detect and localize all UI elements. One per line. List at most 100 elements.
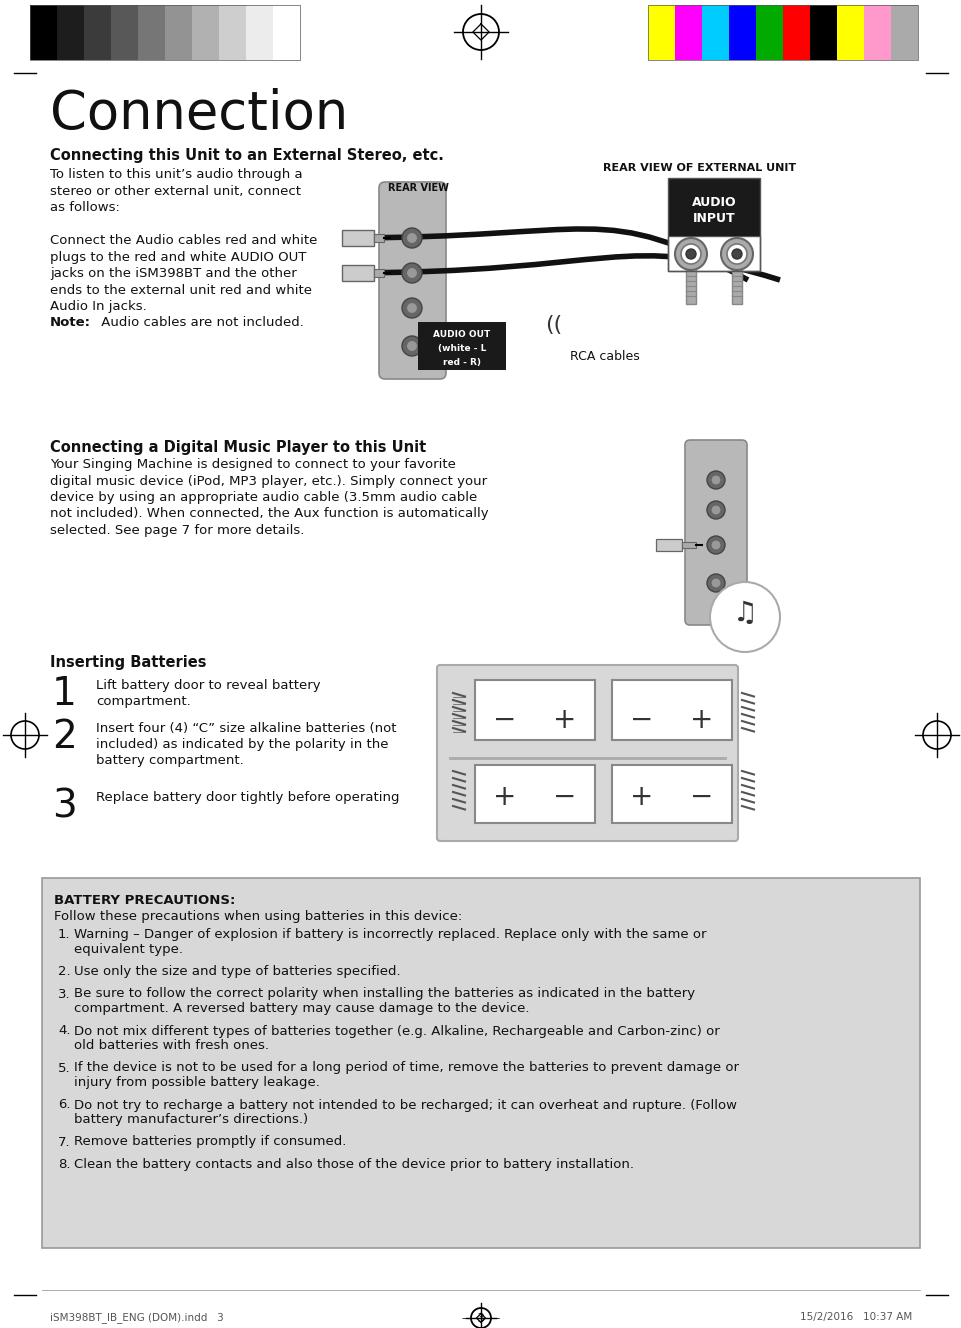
Text: +: + [493, 784, 516, 811]
Text: 2.: 2. [58, 965, 70, 977]
Bar [57, 5, 84, 60]
Circle shape [407, 267, 417, 279]
Text: Follow these precautions when using batteries in this device:: Follow these precautions when using batt… [54, 910, 462, 923]
Text: +: + [629, 784, 653, 811]
Text: Connecting this Unit to an External Stereo, etc.: Connecting this Unit to an External Ster… [50, 147, 443, 163]
Bar [475, 680, 595, 740]
Bar [675, 5, 702, 60]
Text: Insert four (4) “C” size alkaline batteries (not: Insert four (4) “C” size alkaline batter… [96, 722, 396, 734]
Text: To listen to this unit’s audio through a: To listen to this unit’s audio through a [50, 169, 303, 181]
Text: 8.: 8. [58, 1158, 70, 1171]
Bar [755, 5, 782, 60]
Text: Clean the battery contacts and also those of the device prior to battery install: Clean the battery contacts and also thos… [74, 1158, 633, 1171]
Bar [731, 264, 741, 304]
Text: Do not try to recharge a battery not intended to be recharged; it can overheat a: Do not try to recharge a battery not int… [74, 1098, 736, 1112]
Bar [84, 5, 111, 60]
Text: old batteries with fresh ones.: old batteries with fresh ones. [74, 1038, 269, 1052]
Text: Audio cables are not included.: Audio cables are not included. [97, 316, 304, 329]
Circle shape [709, 582, 779, 652]
Text: 6.: 6. [58, 1098, 70, 1112]
Text: red - R): red - R) [442, 359, 480, 367]
Text: as follows:: as follows: [50, 201, 120, 214]
Bar [273, 5, 300, 60]
Bar [30, 5, 300, 60]
Bar [342, 266, 374, 282]
Bar [681, 542, 695, 548]
Text: device by using an appropriate audio cable (3.5mm audio cable: device by using an appropriate audio cab… [50, 491, 477, 505]
Text: ((: (( [545, 315, 561, 335]
Bar [475, 765, 595, 823]
Text: Note:: Note: [50, 316, 91, 329]
Bar [728, 5, 755, 60]
Text: injury from possible battery leakage.: injury from possible battery leakage. [74, 1076, 320, 1089]
Text: +: + [553, 706, 576, 734]
Bar [42, 878, 919, 1248]
Circle shape [706, 471, 725, 489]
Circle shape [727, 244, 747, 264]
Text: If the device is not to be used for a long period of time, remove the batteries : If the device is not to be used for a lo… [74, 1061, 738, 1074]
Circle shape [731, 250, 741, 259]
Bar [648, 5, 675, 60]
Text: stereo or other external unit, connect: stereo or other external unit, connect [50, 185, 301, 198]
Text: included) as indicated by the polarity in the: included) as indicated by the polarity i… [96, 738, 388, 752]
Text: INPUT: INPUT [692, 212, 734, 224]
Text: 1.: 1. [58, 928, 70, 942]
Bar [685, 264, 695, 304]
Circle shape [680, 244, 701, 264]
Text: AUDIO: AUDIO [691, 197, 735, 208]
Circle shape [706, 574, 725, 592]
Text: (white - L: (white - L [437, 344, 485, 353]
Circle shape [710, 578, 720, 588]
Bar [667, 178, 759, 236]
Text: 1: 1 [52, 675, 77, 713]
Circle shape [706, 537, 725, 554]
Text: −: − [493, 706, 516, 734]
Bar [702, 5, 728, 60]
Circle shape [710, 505, 720, 515]
Text: 2: 2 [52, 718, 77, 756]
Circle shape [402, 297, 422, 317]
Bar [30, 5, 57, 60]
Bar [111, 5, 137, 60]
Text: 3: 3 [52, 788, 77, 825]
Circle shape [402, 228, 422, 248]
Bar [611, 765, 731, 823]
Text: −: − [629, 706, 653, 734]
Bar [219, 5, 246, 60]
Text: jacks on the iSM398BT and the other: jacks on the iSM398BT and the other [50, 267, 296, 280]
Bar [836, 5, 863, 60]
Text: 3.: 3. [58, 988, 70, 1000]
Text: Connecting a Digital Music Player to this Unit: Connecting a Digital Music Player to thi… [50, 440, 426, 456]
Bar [863, 5, 890, 60]
Bar [165, 5, 192, 60]
Text: Inserting Batteries: Inserting Batteries [50, 655, 207, 671]
Text: compartment. A reversed battery may cause damage to the device.: compartment. A reversed battery may caus… [74, 1003, 529, 1015]
Text: Audio In jacks.: Audio In jacks. [50, 300, 147, 313]
Bar [782, 5, 809, 60]
Bar [192, 5, 219, 60]
Text: battery manufacturer’s directions.): battery manufacturer’s directions.) [74, 1113, 308, 1126]
Text: Use only the size and type of batteries specified.: Use only the size and type of batteries … [74, 965, 400, 977]
Text: Connection: Connection [50, 88, 348, 139]
Text: iSM398BT_IB_ENG (DOM).indd   3: iSM398BT_IB_ENG (DOM).indd 3 [50, 1312, 224, 1323]
Bar [667, 236, 759, 271]
Bar [374, 270, 383, 278]
Text: Your Singing Machine is designed to connect to your favorite: Your Singing Machine is designed to conn… [50, 458, 456, 471]
Text: RCA cables: RCA cables [570, 351, 639, 363]
Text: Connect the Audio cables red and white: Connect the Audio cables red and white [50, 234, 317, 247]
Text: ends to the external unit red and white: ends to the external unit red and white [50, 283, 311, 296]
Bar [890, 5, 917, 60]
Text: BATTERY PRECAUTIONS:: BATTERY PRECAUTIONS: [54, 894, 235, 907]
Text: equivalent type.: equivalent type. [74, 943, 183, 956]
Text: REAR VIEW: REAR VIEW [387, 183, 449, 193]
Text: — 3 —: — 3 — [461, 1312, 500, 1325]
Circle shape [675, 238, 706, 270]
Circle shape [402, 336, 422, 356]
Text: −: − [553, 784, 576, 811]
Text: selected. See page 7 for more details.: selected. See page 7 for more details. [50, 525, 304, 537]
Bar [809, 5, 836, 60]
Text: compartment.: compartment. [96, 695, 190, 708]
Bar [342, 230, 374, 246]
Circle shape [407, 303, 417, 313]
Circle shape [407, 232, 417, 243]
